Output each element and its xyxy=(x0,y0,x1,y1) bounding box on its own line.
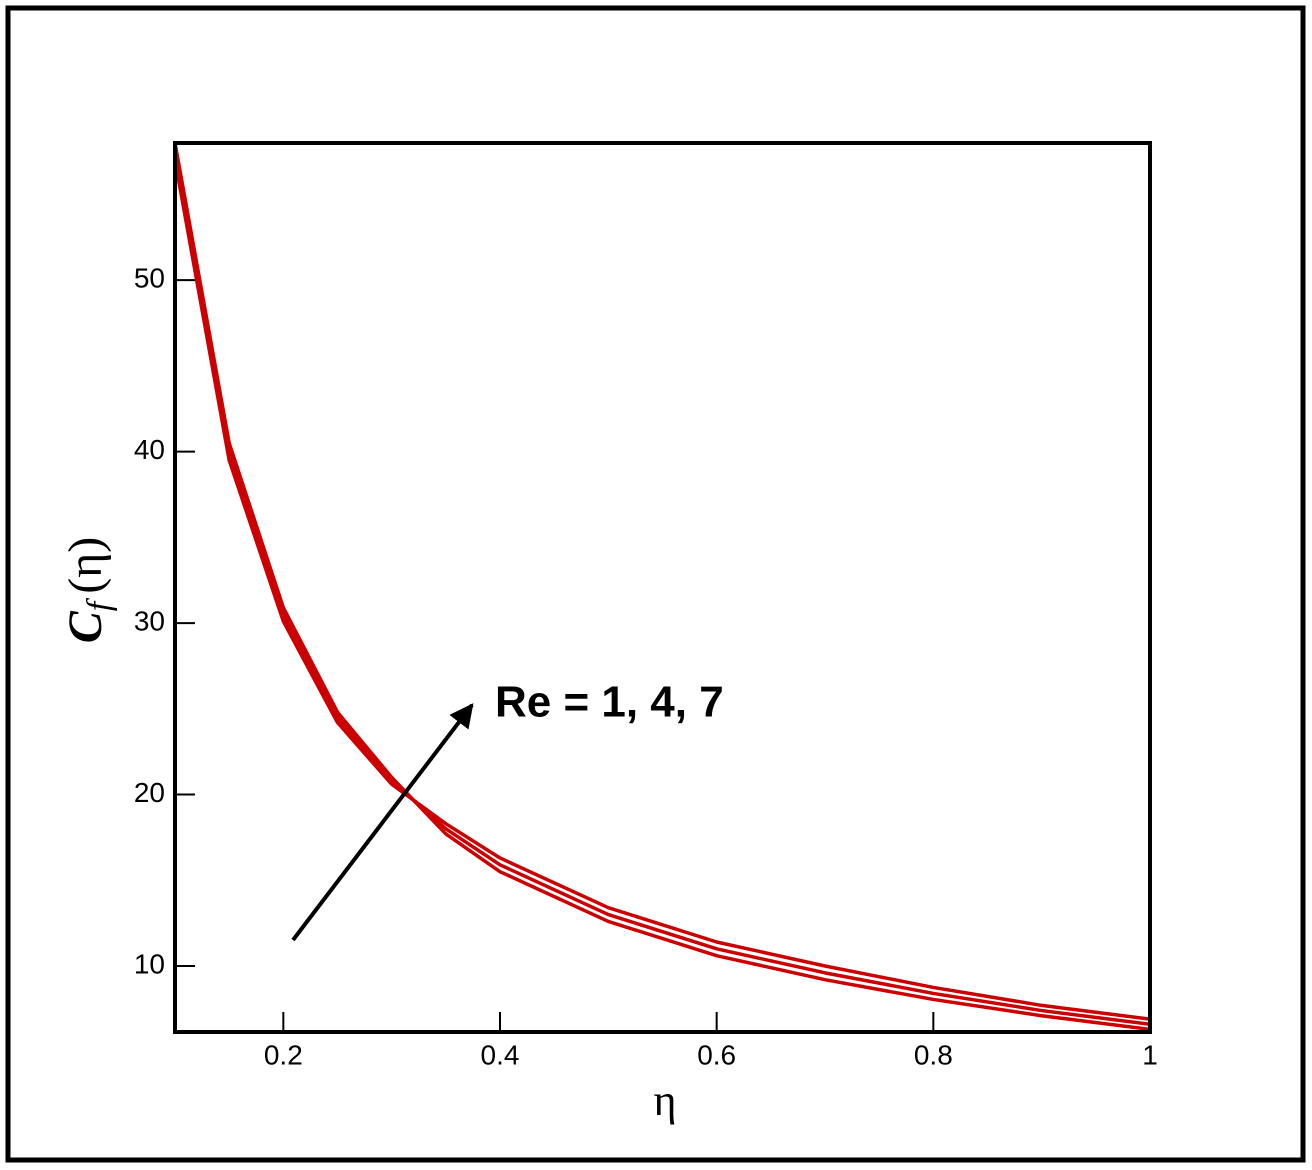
y-axis-label: Cf(η) xyxy=(59,537,118,644)
arrow xyxy=(291,703,474,942)
plot: 0.2 0.4 0.6 0.8 1 10 20 30 40 50 xyxy=(134,142,1158,1070)
plot-frame xyxy=(173,141,1152,1034)
x-tick-label: 0.2 xyxy=(264,1039,303,1070)
x-tick-label: 0.8 xyxy=(914,1039,953,1070)
y-tick-label: 40 xyxy=(134,434,165,465)
curve xyxy=(173,159,1151,1021)
curve xyxy=(173,151,1151,1027)
outer-frame xyxy=(5,5,1306,1163)
y-label-main: C xyxy=(59,610,112,643)
x-axis-label: η xyxy=(653,1076,676,1125)
x-tick-label: 0.4 xyxy=(481,1039,520,1070)
y-tick-label: 10 xyxy=(134,948,165,979)
x-tick-label: 0.6 xyxy=(697,1039,736,1070)
y-tick-label: 50 xyxy=(134,263,165,294)
annotation: Re = 1, 4, 7 xyxy=(495,678,724,727)
curve xyxy=(173,142,1151,1032)
y-label-suffix: (η) xyxy=(59,537,112,594)
y-tick-label: 20 xyxy=(134,777,165,808)
y-tick-label: 30 xyxy=(134,605,165,636)
x-tick-label: 1 xyxy=(1142,1039,1158,1070)
